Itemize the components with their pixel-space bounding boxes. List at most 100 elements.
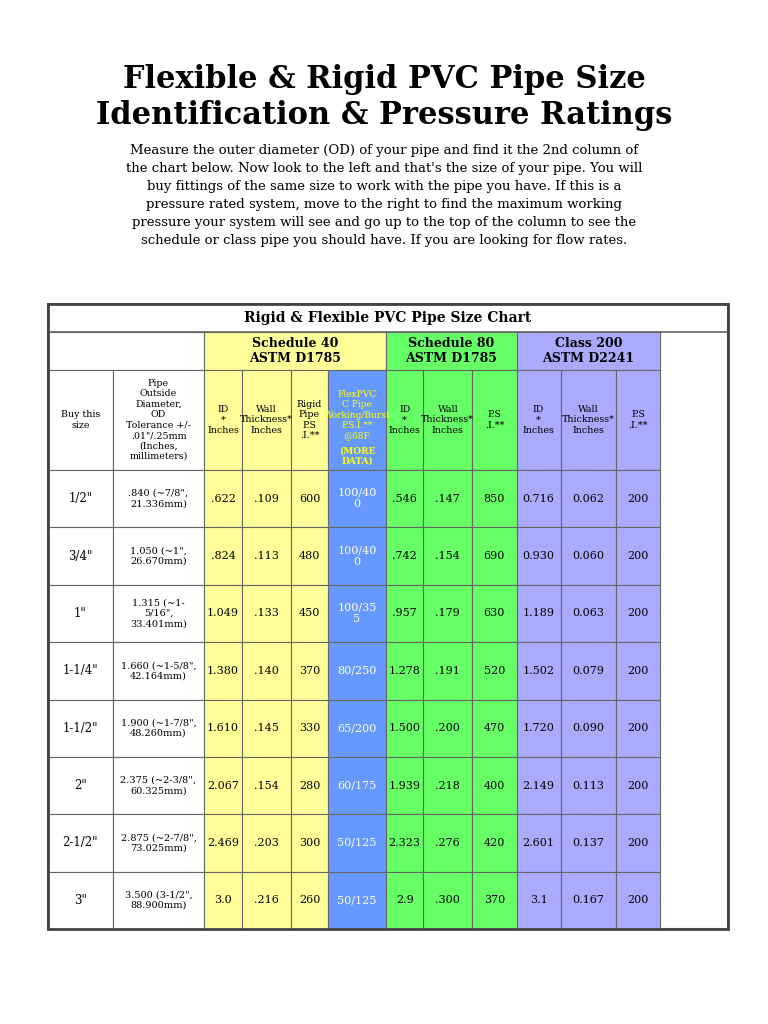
Bar: [517, 699, 561, 757]
Bar: [48, 304, 728, 929]
Text: 200: 200: [627, 838, 649, 848]
Bar: [386, 332, 517, 370]
Text: 2.323: 2.323: [389, 838, 421, 848]
Text: 2.875 (~2-7/8",
73.025mm): 2.875 (~2-7/8", 73.025mm): [121, 834, 197, 853]
Bar: [423, 370, 472, 470]
Bar: [517, 871, 561, 929]
Text: P.S
.I.**: P.S .I.**: [485, 411, 504, 430]
Bar: [48, 699, 113, 757]
Bar: [204, 370, 242, 470]
Text: 2.149: 2.149: [522, 780, 554, 791]
Text: Wall
Thickness*
Inches: Wall Thickness* Inches: [562, 406, 615, 435]
Text: 1.660 (~1-5/8",
42.164mm): 1.660 (~1-5/8", 42.164mm): [121, 662, 197, 681]
Text: 690: 690: [484, 551, 505, 561]
Bar: [517, 370, 561, 470]
Bar: [291, 757, 328, 814]
Bar: [386, 814, 423, 871]
Bar: [242, 527, 291, 585]
Text: 2-1/2": 2-1/2": [62, 837, 98, 850]
Text: 1.049: 1.049: [207, 608, 239, 618]
Bar: [328, 527, 386, 585]
Bar: [472, 642, 517, 699]
Text: 1.278: 1.278: [389, 666, 421, 676]
Bar: [517, 585, 561, 642]
Text: 2.469: 2.469: [207, 838, 239, 848]
Bar: [48, 527, 113, 585]
Text: 200: 200: [627, 551, 649, 561]
Bar: [242, 585, 291, 642]
Bar: [617, 757, 660, 814]
Bar: [561, 871, 617, 929]
Bar: [472, 370, 517, 470]
Text: .203: .203: [254, 838, 279, 848]
Text: 60/175: 60/175: [337, 780, 376, 791]
Bar: [561, 642, 617, 699]
Bar: [291, 814, 328, 871]
Text: 400: 400: [484, 780, 505, 791]
Bar: [291, 871, 328, 929]
Bar: [113, 699, 204, 757]
Bar: [617, 871, 660, 929]
Bar: [242, 699, 291, 757]
Bar: [328, 585, 386, 642]
Bar: [423, 757, 472, 814]
Text: .300: .300: [435, 895, 460, 905]
Bar: [204, 871, 242, 929]
Bar: [204, 757, 242, 814]
Text: .622: .622: [210, 494, 236, 504]
Text: 50/125: 50/125: [337, 895, 377, 905]
Text: Pipe
Outside
Diameter,
OD
Tolerance +/-
.01"/.25mm
(Inches,
millimeters): Pipe Outside Diameter, OD Tolerance +/- …: [126, 379, 191, 461]
Bar: [113, 470, 204, 527]
Bar: [328, 757, 386, 814]
Bar: [617, 585, 660, 642]
Text: P.S
.I.**: P.S .I.**: [628, 411, 648, 430]
Text: .133: .133: [254, 608, 279, 618]
Bar: [242, 757, 291, 814]
Bar: [386, 757, 423, 814]
Text: 100/40
0: 100/40 0: [337, 545, 377, 567]
Text: 2.9: 2.9: [396, 895, 413, 905]
Text: 1/2": 1/2": [68, 493, 92, 505]
Text: Wall
Thickness*
Inches: Wall Thickness* Inches: [240, 406, 293, 435]
Bar: [291, 527, 328, 585]
Text: 0.137: 0.137: [573, 838, 604, 848]
Bar: [113, 642, 204, 699]
Text: 300: 300: [299, 838, 320, 848]
Bar: [204, 814, 242, 871]
Text: 280: 280: [299, 780, 320, 791]
Bar: [242, 642, 291, 699]
Text: Class 200
ASTM D2241: Class 200 ASTM D2241: [542, 337, 634, 365]
Text: 0.062: 0.062: [573, 494, 604, 504]
Bar: [291, 699, 328, 757]
Bar: [386, 370, 423, 470]
Text: 420: 420: [484, 838, 505, 848]
Text: 200: 200: [627, 895, 649, 905]
Text: 0.090: 0.090: [573, 723, 604, 733]
Text: 3/4": 3/4": [68, 550, 92, 562]
Text: ID
*
Inches: ID * Inches: [523, 406, 554, 435]
Text: 1-1/4": 1-1/4": [62, 665, 98, 677]
Text: 1.189: 1.189: [522, 608, 554, 618]
Text: 1-1/2": 1-1/2": [62, 722, 98, 734]
Bar: [617, 699, 660, 757]
Text: Schedule 80
ASTM D1785: Schedule 80 ASTM D1785: [406, 337, 497, 365]
Bar: [48, 871, 113, 929]
Text: .179: .179: [435, 608, 460, 618]
Bar: [472, 470, 517, 527]
Bar: [48, 814, 113, 871]
Text: .824: .824: [210, 551, 236, 561]
Bar: [48, 470, 113, 527]
Bar: [617, 370, 660, 470]
Bar: [517, 470, 561, 527]
Bar: [561, 757, 617, 814]
Text: 260: 260: [299, 895, 320, 905]
Text: 0.716: 0.716: [523, 494, 554, 504]
Bar: [386, 699, 423, 757]
Bar: [204, 470, 242, 527]
Text: 0.063: 0.063: [573, 608, 604, 618]
Text: Schedule 40
ASTM D1785: Schedule 40 ASTM D1785: [250, 337, 341, 365]
Text: 1.050 (~1",
26.670mm): 1.050 (~1", 26.670mm): [130, 547, 187, 566]
Bar: [517, 757, 561, 814]
Bar: [291, 585, 328, 642]
Bar: [561, 470, 617, 527]
